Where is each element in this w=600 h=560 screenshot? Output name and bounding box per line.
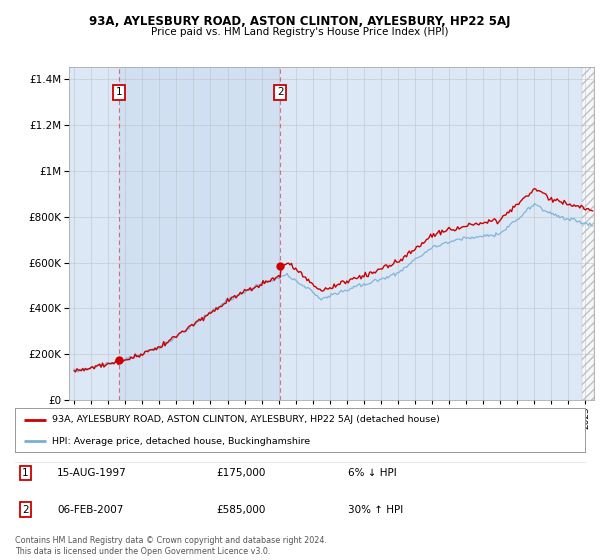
Text: 93A, AYLESBURY ROAD, ASTON CLINTON, AYLESBURY, HP22 5AJ: 93A, AYLESBURY ROAD, ASTON CLINTON, AYLE…	[89, 15, 511, 27]
Text: 1: 1	[115, 87, 122, 97]
Text: Contains HM Land Registry data © Crown copyright and database right 2024.
This d: Contains HM Land Registry data © Crown c…	[15, 536, 327, 556]
Text: 1: 1	[22, 468, 29, 478]
Text: Price paid vs. HM Land Registry's House Price Index (HPI): Price paid vs. HM Land Registry's House …	[151, 27, 449, 37]
Text: £175,000: £175,000	[216, 468, 265, 478]
Text: 2: 2	[277, 87, 284, 97]
Text: 93A, AYLESBURY ROAD, ASTON CLINTON, AYLESBURY, HP22 5AJ (detached house): 93A, AYLESBURY ROAD, ASTON CLINTON, AYLE…	[52, 416, 440, 424]
Bar	[582, 67, 594, 400]
Text: 15-AUG-1997: 15-AUG-1997	[57, 468, 127, 478]
Text: £585,000: £585,000	[216, 505, 265, 515]
Text: 06-FEB-2007: 06-FEB-2007	[57, 505, 124, 515]
Text: 30% ↑ HPI: 30% ↑ HPI	[348, 505, 403, 515]
Text: 6% ↓ HPI: 6% ↓ HPI	[348, 468, 397, 478]
Text: 2: 2	[22, 505, 29, 515]
Bar	[119, 67, 280, 400]
Text: HPI: Average price, detached house, Buckinghamshire: HPI: Average price, detached house, Buck…	[52, 437, 310, 446]
